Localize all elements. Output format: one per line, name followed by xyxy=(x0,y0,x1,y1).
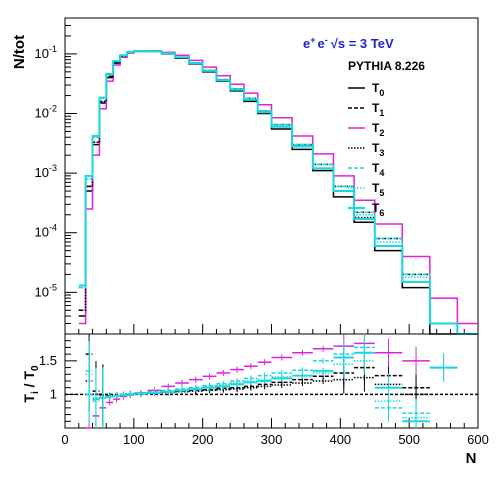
legend-entry-t2: T2 xyxy=(372,121,384,138)
legend-entry-sub: 1 xyxy=(379,108,384,118)
x-tick-label: 300 xyxy=(261,432,283,447)
ratio-ytick-label: 1.5 xyxy=(39,353,57,368)
legend-entry-t4: T4 xyxy=(372,161,384,178)
ratio-axis-ticks xyxy=(64,340,479,428)
legend-entry-sub: 2 xyxy=(379,128,384,138)
ratio-ytick-label: 1 xyxy=(50,386,57,401)
series-line-t6 xyxy=(78,49,478,335)
x-tick-label: 500 xyxy=(398,432,420,447)
legend-entry-sub: 5 xyxy=(379,188,384,198)
legend-entry-name: T xyxy=(372,101,380,115)
legend-entry-sub: 3 xyxy=(379,148,384,158)
legend-entry-sub: 4 xyxy=(379,168,384,178)
legend-entry-name: T xyxy=(372,201,380,215)
legend-entry-t3: T3 xyxy=(372,141,384,158)
main-ytick-base: 10 xyxy=(35,106,49,121)
energy-e-plus: e xyxy=(303,36,310,51)
main-ytick-exp: -4 xyxy=(49,223,57,233)
legend-entry-sub: 6 xyxy=(379,208,384,218)
generator-annotation: PYTHIA 8.226 xyxy=(348,59,425,73)
main-ytick-label: 10-5 xyxy=(35,282,57,299)
legend-entry-t6: T6 xyxy=(372,201,384,218)
legend-entry-t1: T1 xyxy=(372,101,384,118)
x-tick-label: 400 xyxy=(329,432,351,447)
legend-entry-sub: 0 xyxy=(379,88,384,98)
main-ytick-exp: -5 xyxy=(49,282,57,292)
series-line-t3 xyxy=(78,50,478,335)
energy-sqrt-s: √s = 3 TeV xyxy=(331,36,394,51)
main-ytick-label: 10-3 xyxy=(35,163,57,180)
main-ytick-exp: -2 xyxy=(49,104,57,114)
main-y-tick-labels: 10-110-210-310-410-5 xyxy=(35,44,57,299)
main-ytick-label: 10-4 xyxy=(35,223,57,240)
energy-annotation: e+ e- √s = 3 TeV xyxy=(303,35,394,51)
main-y-axis-label: N/tot xyxy=(11,35,28,69)
x-axis-label: N xyxy=(466,450,477,467)
legend-entry-name: T xyxy=(372,81,380,95)
x-tick-labels: 0 100 200 300 400 500 600 xyxy=(61,432,488,447)
ratio-ylabel-den: / T xyxy=(21,371,37,392)
series-line-t2 xyxy=(78,50,478,325)
energy-e-minus: e xyxy=(318,36,325,51)
x-tick-label: 600 xyxy=(467,432,489,447)
x-tick-label: 0 xyxy=(61,432,68,447)
energy-minus-sup: - xyxy=(325,35,328,45)
x-tick-label: 100 xyxy=(123,432,145,447)
main-series-group xyxy=(78,49,478,335)
ratio-y-axis-label: Ti / T0 xyxy=(21,365,41,403)
ratio-ylabel-den-sub: 0 xyxy=(30,365,41,371)
main-ytick-base: 10 xyxy=(35,284,49,299)
x-tick-label: 200 xyxy=(192,432,214,447)
main-panel: 10-110-210-310-410-5 N/tot e+ e- √s = 3 Te… xyxy=(11,17,479,335)
main-ytick-label: 10-1 xyxy=(35,44,57,61)
legend-entry-t0: T0 xyxy=(372,81,384,98)
legend-entry-name: T xyxy=(372,141,380,155)
ratio-ylabel-num-sub: i xyxy=(30,391,41,394)
ratio-y-tick-labels: 11.5 xyxy=(39,353,57,402)
legend-entry-name: T xyxy=(372,181,380,195)
legend-entry-t5: T5 xyxy=(372,181,384,198)
main-axis-ticks xyxy=(64,17,479,335)
ratio-panel: 11.5 0 100 200 300 400 500 600 Ti / T0 N xyxy=(21,333,489,467)
main-ytick-exp: -3 xyxy=(49,163,57,173)
legend-entry-name: T xyxy=(372,121,380,135)
main-ytick-exp: -1 xyxy=(49,44,57,54)
ratio-ylabel-num: T xyxy=(21,394,37,403)
ratio-series-group xyxy=(85,334,458,429)
ratio-series-t6 xyxy=(85,338,458,428)
main-ytick-base: 10 xyxy=(35,165,49,180)
main-ytick-label: 10-2 xyxy=(35,104,57,121)
legend-entry-name: T xyxy=(372,161,380,175)
energy-plus-sup: + xyxy=(310,35,315,45)
main-ytick-base: 10 xyxy=(35,225,49,240)
main-ytick-base: 10 xyxy=(35,46,49,61)
